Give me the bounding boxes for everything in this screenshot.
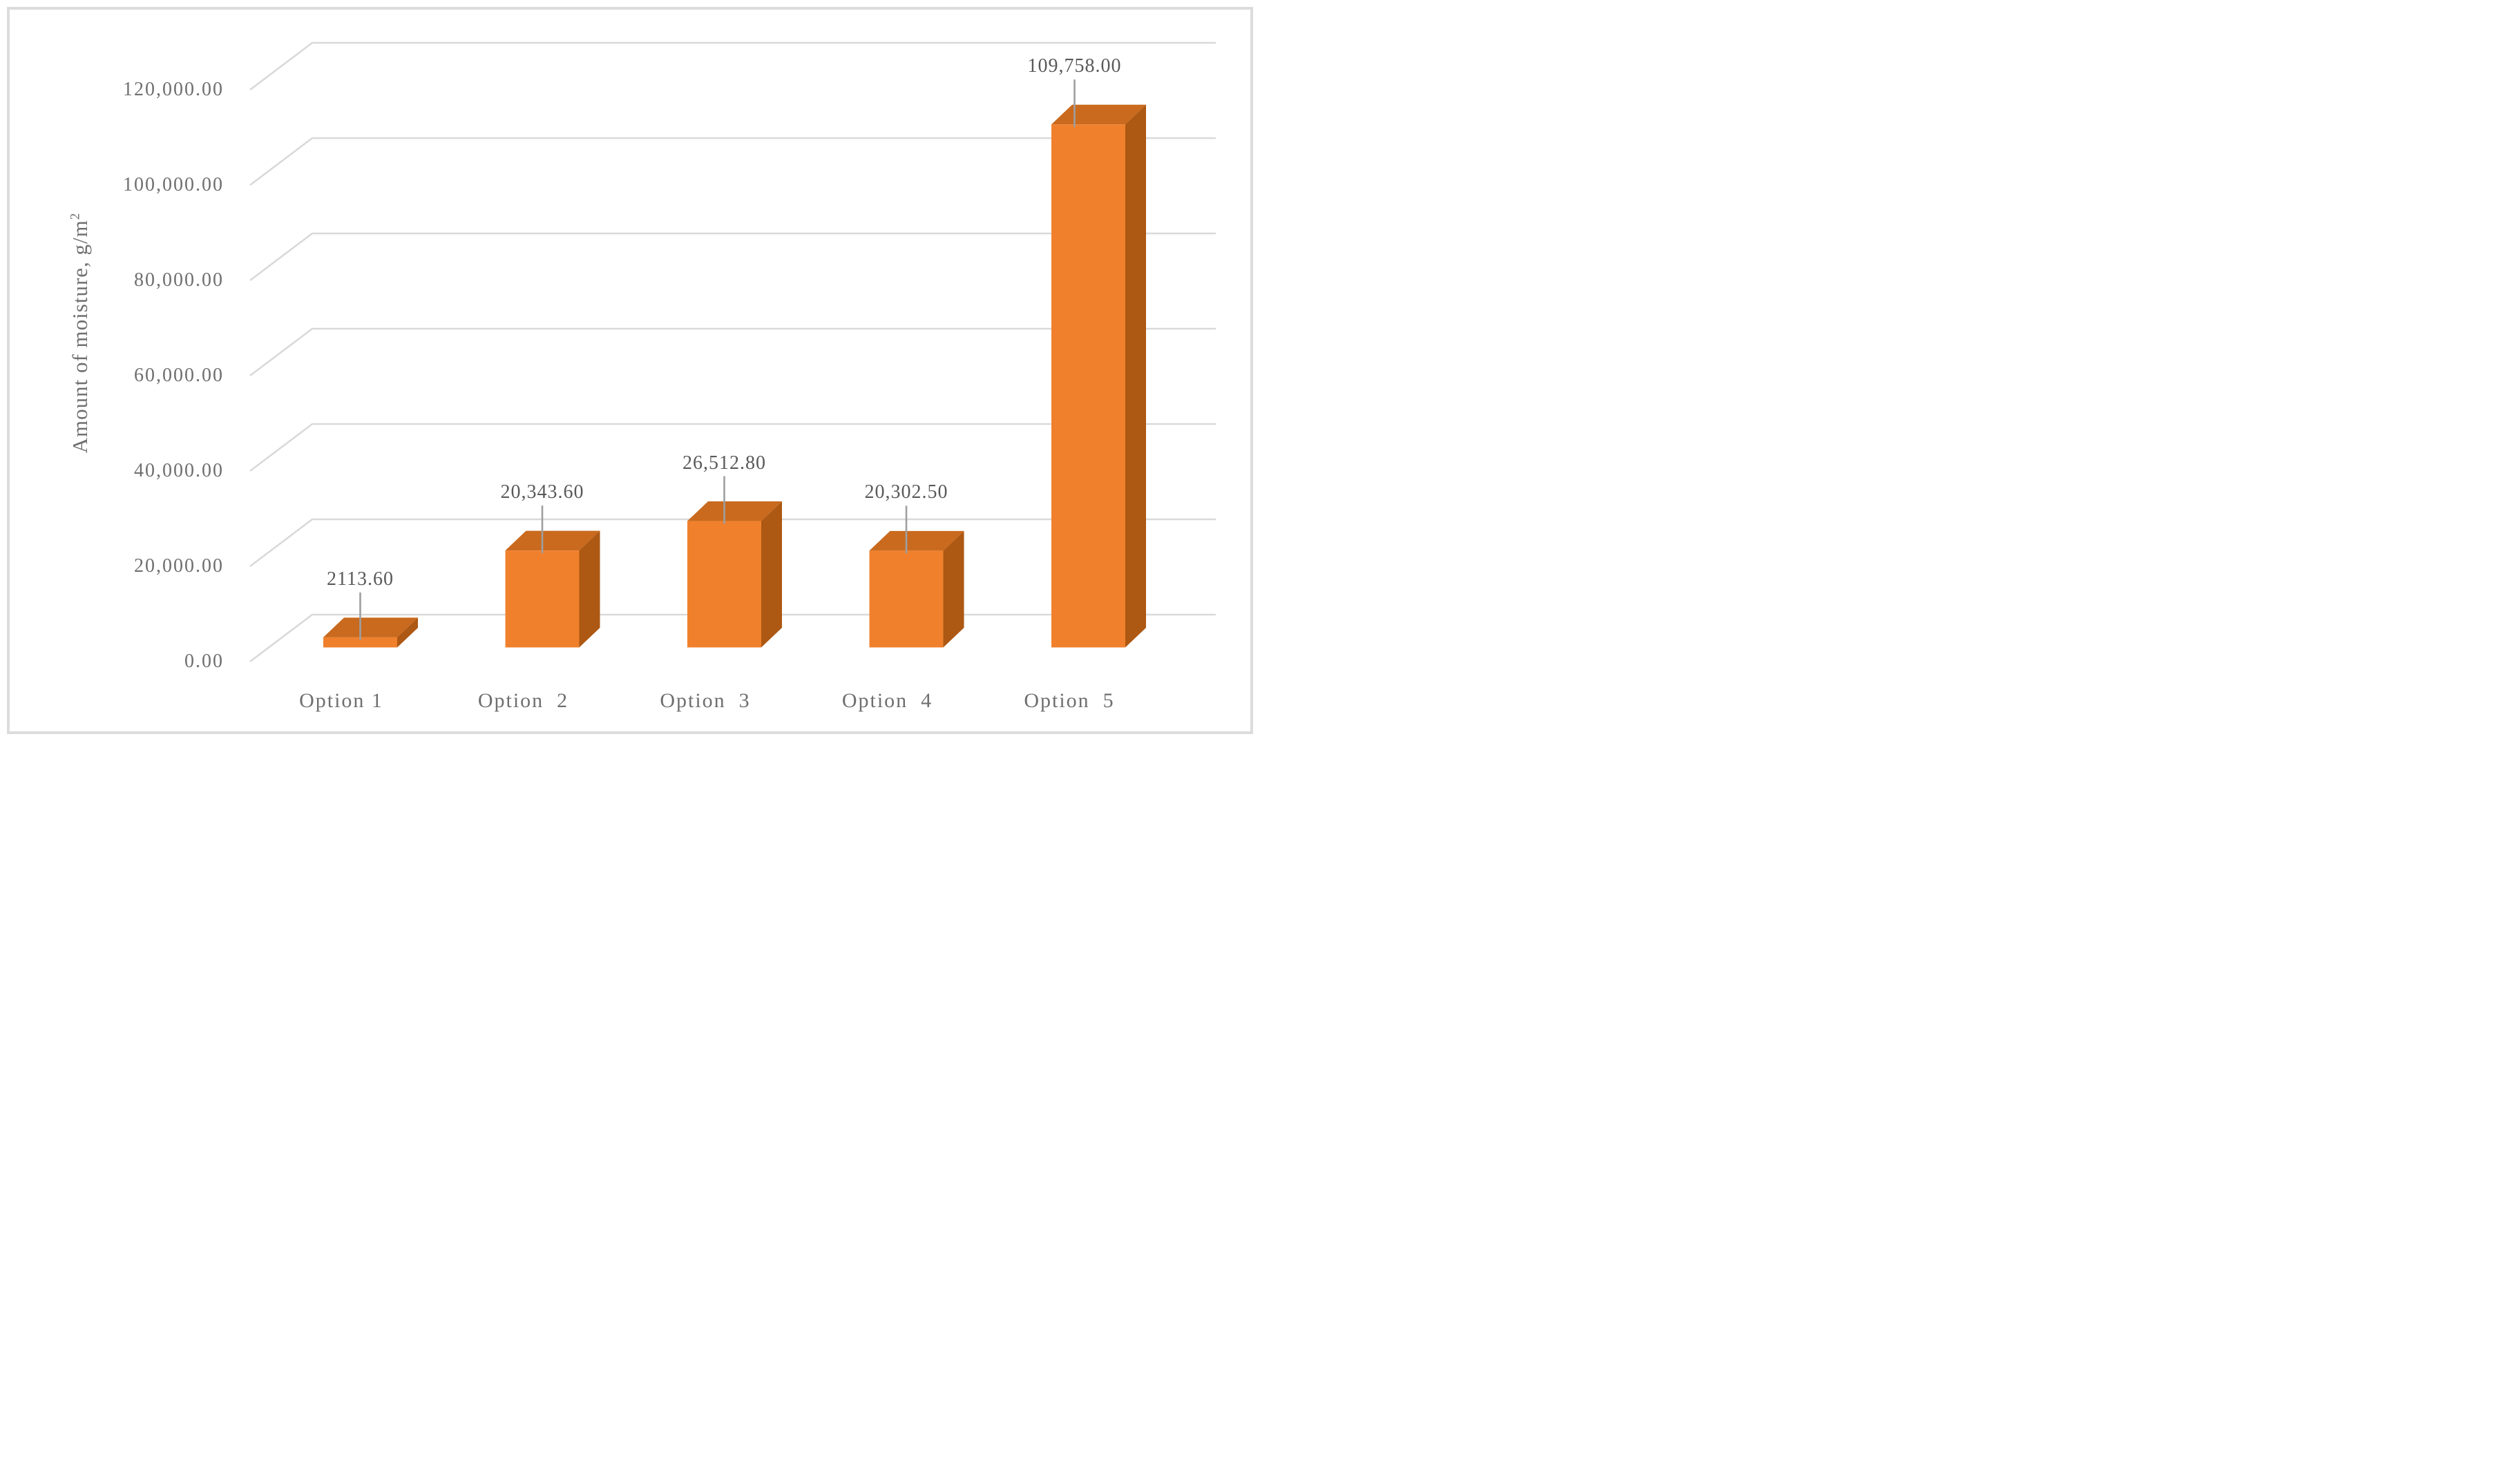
gridline [249,41,1216,91]
bar-option-3 [687,501,782,648]
bar-front-face [505,550,580,648]
gridline [249,327,1216,377]
bar-top-face [687,501,782,521]
data-label: 20,343.60 [500,481,584,503]
y-tick-label: 100,000.00 [123,174,224,195]
x-category-label: Option 3 [660,689,751,712]
y-tick-label: 20,000.00 [134,555,224,577]
bar-side-face [1125,104,1146,648]
gridline [249,137,1216,186]
chart-canvas [249,41,1216,663]
bar-front-face [869,550,944,648]
chart-figure: 0.00 20,000.00 40,000.00 60,000.00 80,000.00… [0,0,1260,741]
bar-side-face [397,617,418,648]
figure-border [7,7,1253,734]
bar-option-2 [505,530,600,648]
gridline [249,232,1216,282]
y-axis-title: Amount of moisture, g/m2 [68,213,93,454]
y-tick-label: 60,000.00 [134,365,224,386]
gridline [249,518,1216,568]
bar-option-1 [323,617,418,648]
bar-top-face [505,530,600,551]
data-label: 109,758.00 [1027,55,1122,77]
y-tick-label: 40,000.00 [134,460,224,481]
data-label: 20,302.50 [864,481,948,503]
bar-option-4 [869,530,964,648]
bar-top-face [869,530,964,551]
x-category-label: Option 5 [1024,689,1115,712]
y-tick-label: 0.00 [184,651,224,672]
data-label: 26,512.80 [682,452,766,474]
x-category-label: Option 4 [841,689,933,712]
bar-front-face [323,637,397,648]
bar-side-face [761,501,782,648]
y-tick-label: 80,000.00 [134,269,224,291]
y-axis-title-text: Amount of moisture, g/m [68,220,92,454]
x-category-label: Option 2 [477,689,569,712]
bar-option-5 [1051,104,1146,648]
y-axis-title-superscript: 2 [68,212,83,220]
x-category-label: Option 1 [299,689,383,712]
bar-top-face [323,617,418,637]
bar-front-face [1051,124,1125,648]
data-label: 2113.60 [327,568,394,590]
gridline [249,423,1216,472]
y-tick-label: 120,000.00 [123,79,224,100]
bar-front-face [687,521,761,648]
bar-side-face [579,530,600,648]
bar-side-face [943,530,964,648]
